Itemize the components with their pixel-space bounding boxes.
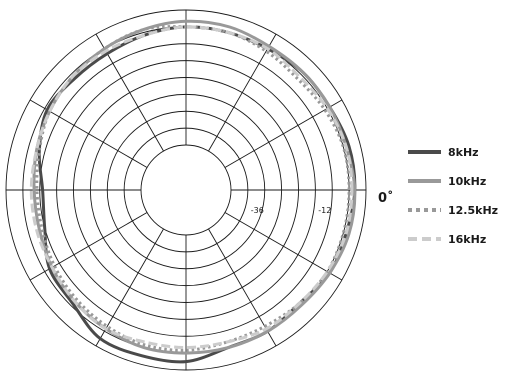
- legend-label: 12.5kHz: [448, 204, 498, 217]
- legend-label: 10kHz: [448, 175, 486, 188]
- grid-spoke: [224, 212, 343, 281]
- grid-ring: [140, 144, 232, 236]
- grid-spoke: [95, 228, 164, 347]
- legend-label: 16kHz: [448, 233, 486, 246]
- series-line-16kHz: [29, 25, 354, 349]
- grid-spoke: [224, 99, 343, 168]
- ring-labels: -36 -12: [251, 206, 332, 215]
- ring-label: -12: [318, 206, 331, 215]
- legend-label: 8kHz: [448, 146, 479, 159]
- grid-spoke: [208, 228, 277, 347]
- ring-label: -36: [251, 206, 264, 215]
- angle-label-0: 0˚: [378, 190, 394, 206]
- grid-ring: [123, 127, 249, 253]
- legend: 8kHz 10kHz 12.5kHz 16kHz: [408, 146, 498, 246]
- series-group: [29, 19, 357, 364]
- grid-spoke: [208, 33, 277, 152]
- polar-grid: [5, 9, 367, 371]
- series-line-10kHz: [32, 19, 357, 355]
